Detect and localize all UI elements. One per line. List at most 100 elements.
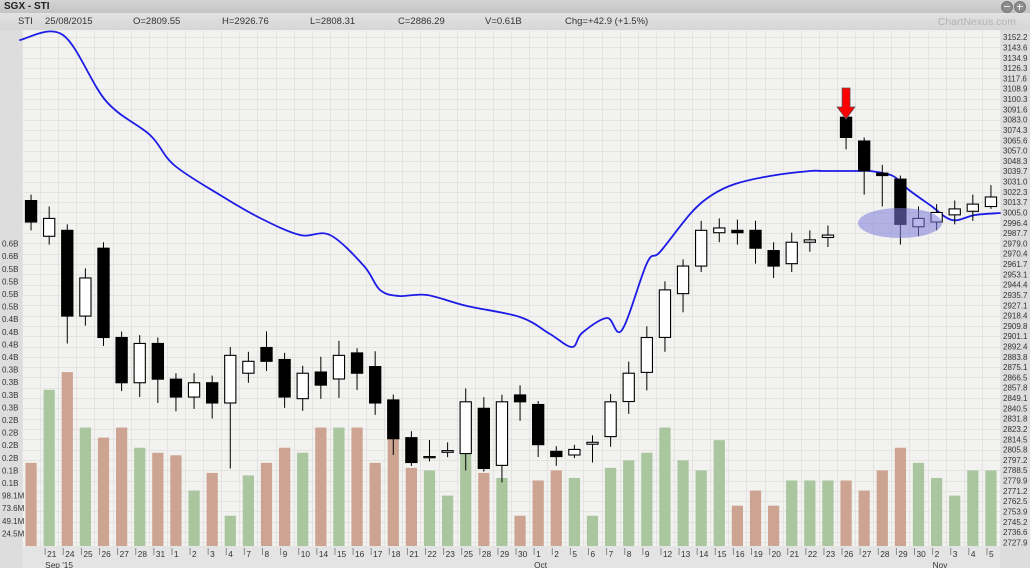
svg-text:3108.9: 3108.9 bbox=[1003, 85, 1028, 94]
svg-text:10: 10 bbox=[301, 549, 311, 559]
svg-text:3134.9: 3134.9 bbox=[1003, 54, 1028, 63]
svg-text:2753.9: 2753.9 bbox=[1003, 507, 1028, 516]
svg-text:21: 21 bbox=[409, 549, 419, 559]
svg-text:2788.5: 2788.5 bbox=[1003, 466, 1028, 475]
svg-text:3031.0: 3031.0 bbox=[1003, 178, 1028, 187]
svg-text:Oct: Oct bbox=[534, 560, 548, 568]
svg-text:2875.1: 2875.1 bbox=[1003, 363, 1028, 372]
svg-text:8: 8 bbox=[265, 549, 270, 559]
svg-text:7: 7 bbox=[246, 549, 251, 559]
svg-text:27: 27 bbox=[120, 549, 130, 559]
svg-text:3: 3 bbox=[953, 549, 958, 559]
svg-text:3057.0: 3057.0 bbox=[1003, 147, 1028, 156]
svg-text:2849.1: 2849.1 bbox=[1003, 394, 1028, 403]
svg-text:2987.7: 2987.7 bbox=[1003, 229, 1028, 238]
svg-text:3005.0: 3005.0 bbox=[1003, 208, 1028, 217]
svg-text:2979.0: 2979.0 bbox=[1003, 239, 1028, 248]
svg-text:0.3B: 0.3B bbox=[2, 403, 18, 412]
svg-text:5: 5 bbox=[989, 549, 994, 559]
svg-text:25: 25 bbox=[83, 549, 93, 559]
svg-text:0.4B: 0.4B bbox=[2, 340, 18, 349]
svg-text:22: 22 bbox=[428, 549, 438, 559]
svg-text:3013.7: 3013.7 bbox=[1003, 198, 1028, 207]
svg-text:17: 17 bbox=[373, 549, 383, 559]
svg-text:2779.9: 2779.9 bbox=[1003, 477, 1028, 486]
svg-text:31: 31 bbox=[156, 549, 166, 559]
svg-text:25: 25 bbox=[464, 549, 474, 559]
svg-text:4: 4 bbox=[228, 549, 233, 559]
svg-text:0.2B: 0.2B bbox=[2, 454, 18, 463]
svg-text:2: 2 bbox=[554, 549, 559, 559]
svg-text:0.5B: 0.5B bbox=[2, 290, 18, 299]
svg-text:5: 5 bbox=[572, 549, 577, 559]
svg-text:2797.2: 2797.2 bbox=[1003, 456, 1028, 465]
svg-text:19: 19 bbox=[754, 549, 764, 559]
svg-text:15: 15 bbox=[337, 549, 347, 559]
svg-text:12: 12 bbox=[663, 549, 673, 559]
svg-text:2961.7: 2961.7 bbox=[1003, 260, 1028, 269]
svg-text:9: 9 bbox=[283, 549, 288, 559]
svg-text:1: 1 bbox=[536, 549, 541, 559]
svg-text:2762.5: 2762.5 bbox=[1003, 497, 1028, 506]
svg-text:2918.4: 2918.4 bbox=[1003, 312, 1028, 321]
svg-text:73.6M: 73.6M bbox=[2, 504, 25, 513]
svg-text:23: 23 bbox=[826, 549, 836, 559]
svg-text:3117.6: 3117.6 bbox=[1003, 74, 1027, 83]
svg-text:2970.4: 2970.4 bbox=[1003, 250, 1028, 259]
svg-text:0.6B: 0.6B bbox=[2, 240, 18, 249]
svg-text:16: 16 bbox=[735, 549, 745, 559]
svg-text:4: 4 bbox=[971, 549, 976, 559]
svg-text:2944.4: 2944.4 bbox=[1003, 281, 1028, 290]
svg-text:Nov: Nov bbox=[933, 560, 949, 568]
svg-text:9: 9 bbox=[645, 549, 650, 559]
svg-text:0.2B: 0.2B bbox=[2, 441, 18, 450]
svg-text:2: 2 bbox=[192, 549, 197, 559]
svg-text:7: 7 bbox=[609, 549, 614, 559]
svg-text:0.1B: 0.1B bbox=[2, 479, 18, 488]
svg-text:3074.3: 3074.3 bbox=[1003, 126, 1028, 135]
svg-text:2901.1: 2901.1 bbox=[1003, 332, 1028, 341]
svg-text:24: 24 bbox=[65, 549, 75, 559]
svg-text:2935.7: 2935.7 bbox=[1003, 291, 1028, 300]
svg-text:0.5B: 0.5B bbox=[2, 303, 18, 312]
svg-text:2: 2 bbox=[935, 549, 940, 559]
svg-text:21: 21 bbox=[47, 549, 57, 559]
svg-text:3048.3: 3048.3 bbox=[1003, 157, 1028, 166]
svg-text:2892.4: 2892.4 bbox=[1003, 343, 1028, 352]
svg-text:3100.3: 3100.3 bbox=[1003, 95, 1028, 104]
svg-text:21: 21 bbox=[790, 549, 800, 559]
svg-text:1: 1 bbox=[174, 549, 179, 559]
svg-text:15: 15 bbox=[717, 549, 727, 559]
svg-text:2883.8: 2883.8 bbox=[1003, 353, 1028, 362]
svg-text:0.1B: 0.1B bbox=[2, 466, 18, 475]
svg-text:28: 28 bbox=[138, 549, 148, 559]
svg-text:0.3B: 0.3B bbox=[2, 378, 18, 387]
svg-text:22: 22 bbox=[808, 549, 818, 559]
svg-text:49.1M: 49.1M bbox=[2, 517, 25, 526]
svg-text:0.5B: 0.5B bbox=[2, 277, 18, 286]
svg-text:30: 30 bbox=[917, 549, 927, 559]
svg-text:16: 16 bbox=[355, 549, 365, 559]
svg-text:2953.1: 2953.1 bbox=[1003, 270, 1028, 279]
svg-text:26: 26 bbox=[102, 549, 112, 559]
svg-text:2857.8: 2857.8 bbox=[1003, 384, 1028, 393]
svg-text:3065.6: 3065.6 bbox=[1003, 136, 1028, 145]
svg-text:2771.2: 2771.2 bbox=[1003, 487, 1028, 496]
svg-text:3126.3: 3126.3 bbox=[1003, 64, 1028, 73]
svg-text:3152.2: 3152.2 bbox=[1003, 33, 1028, 42]
svg-text:29: 29 bbox=[898, 549, 908, 559]
svg-text:29: 29 bbox=[500, 549, 510, 559]
svg-text:28: 28 bbox=[482, 549, 492, 559]
svg-text:3022.3: 3022.3 bbox=[1003, 188, 1028, 197]
svg-text:2909.8: 2909.8 bbox=[1003, 322, 1028, 331]
svg-text:2736.6: 2736.6 bbox=[1003, 528, 1028, 537]
svg-text:0.3B: 0.3B bbox=[2, 391, 18, 400]
svg-text:2823.2: 2823.2 bbox=[1003, 425, 1028, 434]
svg-text:0.2B: 0.2B bbox=[2, 416, 18, 425]
svg-text:3083.0: 3083.0 bbox=[1003, 116, 1028, 125]
svg-text:6: 6 bbox=[591, 549, 596, 559]
svg-text:98.1M: 98.1M bbox=[2, 492, 25, 501]
svg-text:2831.8: 2831.8 bbox=[1003, 415, 1028, 424]
svg-text:3143.6: 3143.6 bbox=[1003, 43, 1028, 52]
svg-text:27: 27 bbox=[862, 549, 872, 559]
